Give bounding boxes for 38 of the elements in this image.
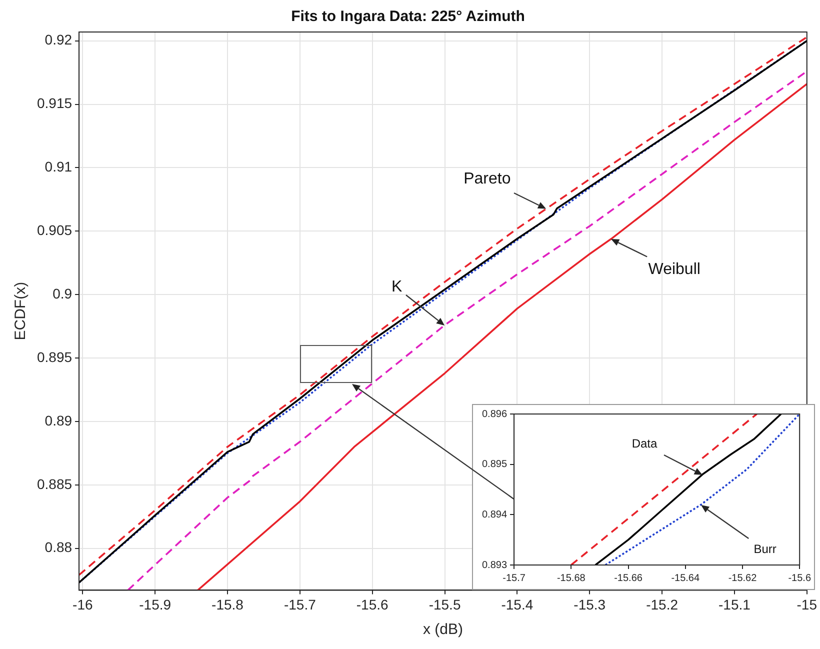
x-tick-label: -15.68 xyxy=(556,572,586,584)
x-axis-title: x (dB) xyxy=(422,621,463,638)
x-tick-label: -15.8 xyxy=(212,596,244,612)
chart-title: Fits to Ingara Data: 225° Azimuth xyxy=(291,8,525,26)
y-tick-label: 0.9 xyxy=(52,285,72,302)
x-tick-label: -15.6 xyxy=(356,596,389,612)
x-tick-label: -15.7 xyxy=(502,572,526,584)
y-tick-label: 0.895 xyxy=(482,459,508,470)
y-tick-label: 0.896 xyxy=(482,408,508,420)
y-tick-label: 0.895 xyxy=(36,348,72,365)
x-tick-label: -16 xyxy=(72,596,93,612)
y-tick-label: 0.894 xyxy=(482,509,508,520)
x-tick-label: -15.3 xyxy=(574,596,606,612)
y-tick-label: 0.885 xyxy=(36,476,72,492)
x-tick-label: -15.7 xyxy=(284,596,316,612)
y-axis-title: ECDF(x) xyxy=(12,282,30,340)
y-tick-label: 0.893 xyxy=(482,560,508,571)
x-tick-label: -15.64 xyxy=(671,572,700,584)
annotation: K xyxy=(391,278,402,296)
x-tick-label: -15 xyxy=(796,596,818,612)
annotation: Weibull xyxy=(648,261,700,278)
x-tick-label: -15.66 xyxy=(614,572,643,584)
x-tick-label: -15.4 xyxy=(501,596,534,612)
y-tick-label: 0.88 xyxy=(44,539,72,556)
annotation: Burr xyxy=(754,542,776,556)
annotation: Pareto xyxy=(464,170,511,188)
annotation: Data xyxy=(632,436,658,451)
y-tick-label: 0.905 xyxy=(36,222,72,238)
y-tick-label: 0.89 xyxy=(44,412,72,428)
y-tick-label: 0.91 xyxy=(44,158,72,175)
x-tick-label: -15.5 xyxy=(428,596,461,612)
x-tick-label: -15.62 xyxy=(728,572,758,584)
y-tick-label: 0.92 xyxy=(44,32,72,48)
x-tick-label: -15.6 xyxy=(788,572,812,584)
x-tick-label: -15.2 xyxy=(646,596,678,612)
x-tick-label: -15.9 xyxy=(139,596,172,612)
x-tick-label: -15.1 xyxy=(718,596,751,612)
y-tick-label: 0.915 xyxy=(36,95,72,112)
